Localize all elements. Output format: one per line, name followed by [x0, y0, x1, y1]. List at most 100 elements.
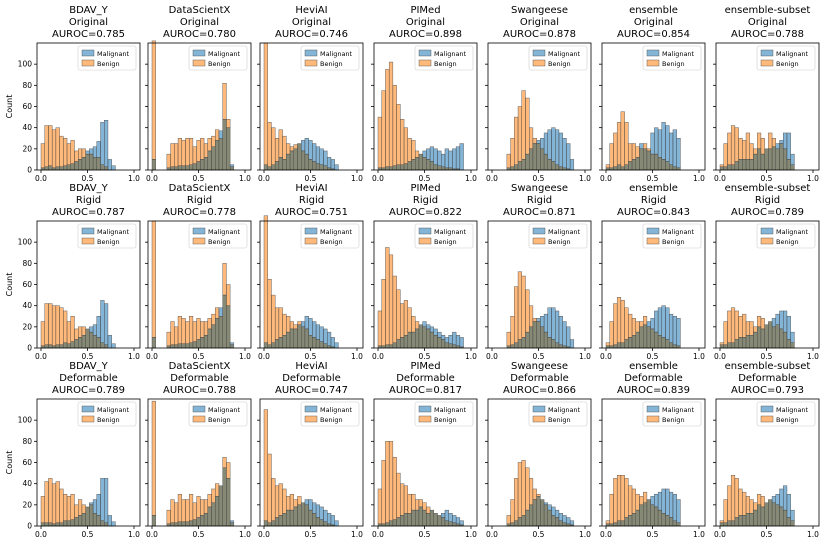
- overlap-bar: [749, 335, 754, 349]
- malignant-bar: [775, 313, 780, 325]
- malignant-bar: [312, 502, 317, 514]
- overlap-bar: [757, 148, 762, 171]
- overlap-bar: [55, 522, 60, 527]
- overlap-bar: [749, 159, 754, 171]
- malignant-bar: [775, 143, 780, 150]
- subplot-title-model: Swangeese: [511, 183, 568, 194]
- x-tick-label: 1.0: [465, 530, 477, 539]
- overlap-bar: [385, 166, 390, 171]
- benign-bar: [757, 494, 762, 506]
- benign-bar: [529, 305, 534, 328]
- overlap-bar: [551, 339, 556, 349]
- overlap-bar: [753, 153, 758, 171]
- overlap-bar: [613, 166, 618, 171]
- subplot-title-model: PIMed: [410, 5, 440, 16]
- malignant-bar: [92, 146, 98, 158]
- malignant-bar: [536, 140, 541, 144]
- malignant-bar: [455, 517, 461, 525]
- overlap-bar: [517, 339, 522, 349]
- subplot-title-model: ensemble: [629, 5, 678, 16]
- overlap-bar: [315, 339, 320, 349]
- overlap-bar: [525, 331, 530, 349]
- legend-swatch-malignant: [646, 405, 660, 413]
- legend-label-benign: Benign: [662, 416, 685, 424]
- benign-bar: [517, 106, 522, 162]
- malignant-bar: [771, 318, 777, 328]
- overlap-bar: [783, 331, 788, 349]
- benign-bar: [506, 515, 511, 525]
- x-tick-label: 0.0: [258, 530, 270, 539]
- legend-label-malignant: Malignant: [548, 406, 581, 414]
- benign-bar: [613, 478, 618, 524]
- malignant-bar: [229, 520, 235, 524]
- subplot-title-condition: Rigid: [299, 195, 324, 206]
- benign-bar: [48, 125, 53, 166]
- overlap-bar: [304, 504, 309, 527]
- benign-bar: [381, 90, 386, 169]
- legend-label-malignant: Malignant: [97, 228, 130, 236]
- subplot-title-model: BDAV_Y: [69, 361, 108, 372]
- malignant-bar: [783, 132, 788, 150]
- benign-bar: [426, 506, 431, 514]
- benign-bar: [727, 485, 732, 521]
- x-tick-label: 0.0: [372, 174, 384, 183]
- benign-bar: [532, 488, 537, 500]
- overlap-bar: [790, 342, 795, 349]
- benign-bar: [51, 129, 57, 169]
- benign-bar: [215, 483, 220, 497]
- overlap-bar: [742, 515, 747, 527]
- malignant-bar: [448, 335, 453, 344]
- overlap-bar: [422, 157, 427, 171]
- overlap-bar: [411, 159, 416, 171]
- benign-bar: [174, 502, 179, 524]
- benign-bar: [510, 316, 515, 346]
- x-tick-label: 1.0: [239, 174, 251, 183]
- overlap-bar: [77, 337, 83, 349]
- benign-bar: [278, 483, 283, 516]
- overlap-bar: [775, 504, 780, 527]
- benign-bar: [55, 127, 60, 168]
- overlap-bar: [775, 148, 780, 171]
- benign-bar: [282, 135, 287, 160]
- malignant-bar: [452, 515, 457, 524]
- benign-bar: [628, 143, 633, 162]
- legend-label-malignant: Malignant: [208, 50, 241, 58]
- y-tick-label: 100: [18, 416, 33, 425]
- overlap-bar: [77, 515, 83, 527]
- subplot-title-auroc: AUROC=0.751: [275, 207, 348, 218]
- legend-label-malignant: Malignant: [662, 228, 695, 236]
- x-tick-label: 0.0: [600, 530, 612, 539]
- malignant-bar: [676, 138, 681, 169]
- benign-bar: [742, 313, 747, 338]
- x-tick-label: 0.5: [533, 174, 545, 183]
- overlap-bar: [510, 344, 515, 349]
- overlap-bar: [624, 339, 629, 349]
- overlap-bar: [624, 164, 629, 171]
- benign-bar: [289, 146, 294, 152]
- benign-bar: [396, 104, 401, 165]
- x-tick-label: 1.0: [351, 352, 363, 361]
- overlap-bar: [312, 161, 317, 171]
- overlap-bar: [661, 159, 666, 171]
- malignant-bar: [301, 140, 306, 152]
- benign-bar: [753, 502, 758, 511]
- legend-label-malignant: Malignant: [320, 228, 353, 236]
- benign-bar: [734, 310, 739, 340]
- benign-bar: [170, 143, 175, 168]
- legend-label-malignant: Malignant: [776, 50, 809, 58]
- overlap-bar: [723, 344, 728, 349]
- overlap-bar: [745, 513, 750, 527]
- overlap-bar: [222, 467, 227, 527]
- subplot-title-auroc: AUROC=0.746: [275, 29, 348, 40]
- subplot-title-auroc: AUROC=0.780: [163, 29, 236, 40]
- overlap-bar: [263, 342, 268, 349]
- benign-bar: [377, 310, 382, 347]
- overlap-bar: [293, 328, 298, 349]
- subplot-title-auroc: AUROC=0.854: [617, 29, 690, 40]
